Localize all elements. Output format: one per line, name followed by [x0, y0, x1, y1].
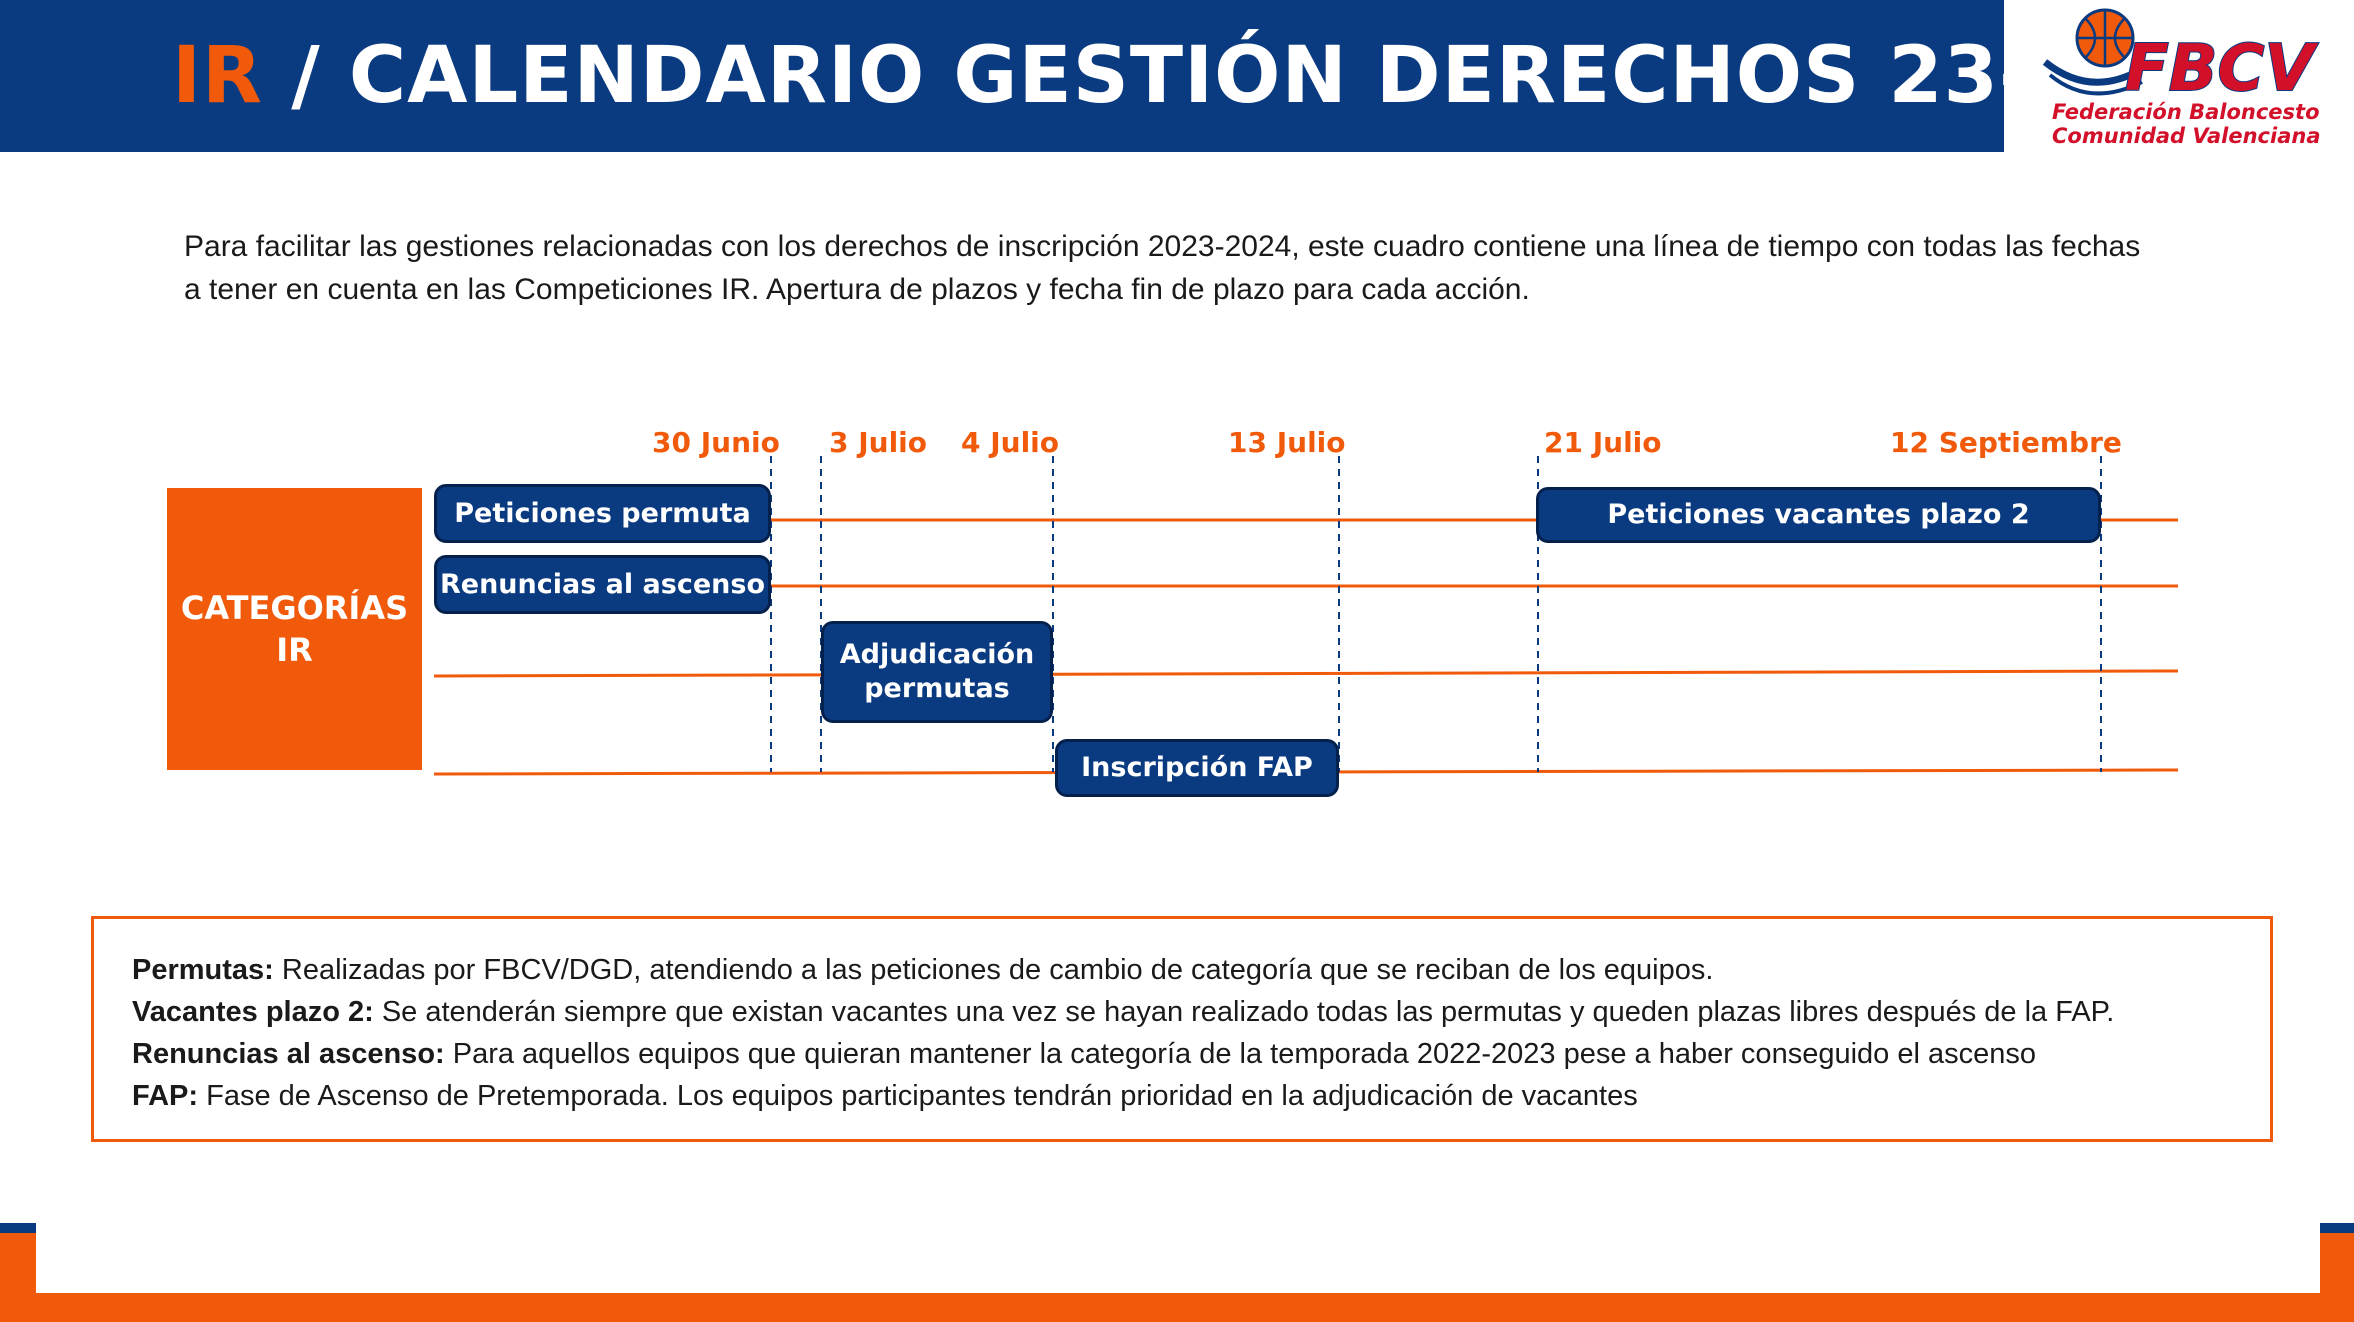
footer-corner-right-orange [2320, 1233, 2354, 1293]
action-inscripcion-fap: Inscripción FAP [1055, 739, 1339, 797]
action-adjudicacion-permutas: Adjudicación permutas [821, 621, 1053, 723]
category-box: CATEGORÍAS IR [167, 488, 422, 770]
legend-term: Vacantes plazo 2: [132, 996, 374, 1028]
legend-text: Realizadas por FBCV/DGD, atendiendo a la… [273, 954, 1714, 986]
title-text: / CALENDARIO GESTIÓN DERECHOS 23-24 [263, 31, 2143, 121]
footer-bar [0, 1293, 2354, 1322]
timeline-line-3 [433, 669, 2179, 678]
legend-row-permutas: Permutas: Realizadas por FBCV/DGD, atend… [132, 949, 2270, 991]
legend-box: Permutas: Realizadas por FBCV/DGD, atend… [91, 916, 2273, 1142]
action-peticiones-vacantes: Peticiones vacantes plazo 2 [1536, 487, 2101, 543]
legend-term: Renuncias al ascenso: [132, 1038, 445, 1070]
legend-text: Para aquellos equipos que quieran manten… [444, 1038, 2036, 1070]
date-label: 4 Julio [961, 426, 1060, 459]
action-peticiones-permuta: Peticiones permuta [434, 484, 771, 543]
date-label: 30 Junio [652, 426, 780, 459]
page-title: IR / CALENDARIO GESTIÓN DERECHOS 23-24 [172, 14, 2143, 138]
fbcv-logo: FBCV FBCV [2042, 8, 2319, 107]
legend-text: Se atenderán siempre que existan vacante… [373, 996, 2115, 1028]
title-accent: IR [172, 31, 264, 121]
action-renuncias-ascenso: Renuncias al ascenso [434, 555, 771, 614]
date-label: 3 Julio [829, 426, 928, 459]
date-label: 21 Julio [1544, 426, 1662, 459]
legend-term: FAP: [132, 1080, 199, 1112]
legend-row-renuncias: Renuncias al ascenso: Para aquellos equi… [132, 1033, 2270, 1075]
logo-line-2: Comunidad Valenciana [2052, 124, 2321, 148]
header-bar: IR / CALENDARIO GESTIÓN DERECHOS 23-24 [0, 0, 2142, 152]
legend-row-fap: FAP: Fase de Ascenso de Pretemporada. Lo… [132, 1075, 2270, 1117]
category-label: CATEGORÍAS IR [180, 589, 409, 669]
date-label: 13 Julio [1228, 426, 1346, 459]
footer-corner-left-orange [0, 1233, 36, 1293]
date-label: 12 Septiembre [1890, 426, 2122, 459]
logo-mark-red: FBCV [2125, 32, 2318, 106]
legend-term: Permutas: [132, 954, 274, 986]
footer-corner-right-blue [2320, 1223, 2354, 1233]
legend-row-vacantes: Vacantes plazo 2: Se atenderán siempre q… [132, 991, 2270, 1033]
logo-mark: FBCV [2125, 32, 2318, 106]
logo-line-1: Federación Baloncesto [2052, 100, 2320, 124]
legend-text: Fase de Ascenso de Pretemporada. Los equ… [198, 1080, 1638, 1112]
footer-corner-left-blue [0, 1223, 36, 1233]
intro-paragraph: Para facilitar las gestiones relacionada… [184, 230, 2141, 306]
